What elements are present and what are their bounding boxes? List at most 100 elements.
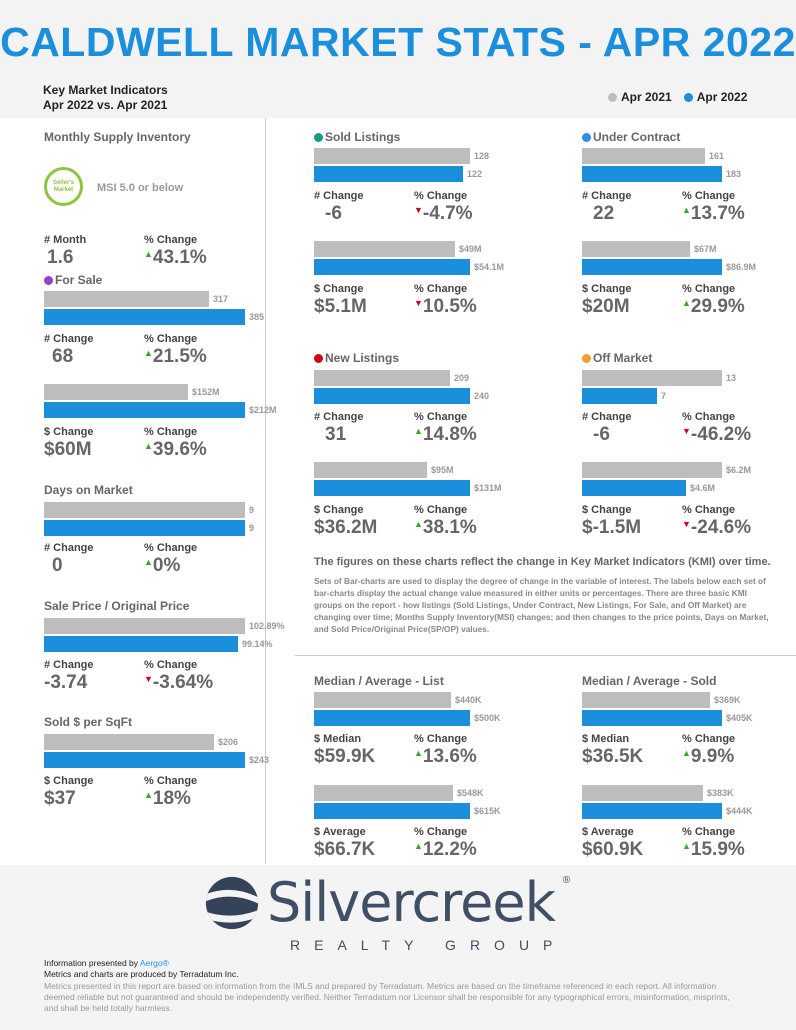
for-sale-count-pct-change: ▲ 21.5%: [144, 346, 207, 368]
sqft-change-label: $ Change: [44, 775, 94, 787]
off-count-pct-change: ▼ -46.2%: [682, 424, 751, 446]
sold-average-pct-change-value: 15.9%: [690, 839, 745, 860]
sellers-market-badge-icon: Seller's Market: [44, 167, 83, 206]
sold-dollar-pct-change: ▼ 10.5%: [414, 296, 477, 318]
section-title-sqft: Sold $ per SqFt: [44, 715, 132, 729]
aergo-link[interactable]: Aergo®: [139, 958, 169, 968]
for-sale-dollar-pct-change: ▲ 39.6%: [144, 439, 207, 461]
sold-count-pct-change-label: % Change: [414, 190, 468, 202]
section-title-label: Median / Average - List: [314, 674, 444, 688]
section-title-days: Days on Market: [44, 483, 133, 497]
list-median-bar-2021-value: $440K: [455, 695, 482, 705]
for-sale-dot-icon: [44, 275, 53, 285]
for-sale-count-pct-change-value: 21.5%: [152, 346, 207, 367]
list-average-bar-2021: [314, 785, 453, 801]
arrow-down-icon: ▼: [144, 674, 153, 684]
sold-dollar-bar-2021-value: $49M: [459, 244, 482, 254]
under-dot-icon: [582, 132, 591, 142]
off-dot-icon: [582, 353, 591, 363]
list-average-pct-change-label: % Change: [414, 826, 468, 838]
arrow-up-icon: ▲: [144, 557, 153, 567]
for-sale-count-pct-change-label: % Change: [144, 333, 198, 345]
off-dollar-bar-2022: [582, 480, 686, 496]
kmi-heading: Key Market Indicators Apr 2022 vs. Apr 2…: [43, 83, 168, 113]
sqft-pct-change-value: 18%: [152, 788, 191, 809]
sqft-bar-2022-value: $243: [249, 755, 270, 765]
off-count-bar-2021: [582, 370, 722, 386]
new-count-change-label: # Change: [314, 411, 364, 423]
arrow-up-icon: ▲: [682, 205, 691, 215]
days-bar-2022-value: 9: [249, 523, 255, 533]
sold-average-pct-change-label: % Change: [682, 826, 736, 838]
days-change-value: 0: [52, 555, 63, 576]
new-count-bar-2021: [314, 370, 450, 386]
note-body: Sets of Bar-charts are used to display t…: [314, 576, 769, 634]
list-average-pct-change-value: 12.2%: [422, 839, 477, 860]
logo-wordmark: Silvercreek: [267, 871, 556, 934]
section-title-label: For Sale: [55, 273, 103, 287]
new-dollar-bar-2022: [314, 480, 470, 496]
for-sale-count-change-label: # Change: [44, 333, 94, 345]
legend-label: Apr 2022: [696, 90, 748, 104]
for-sale-dollar-pct-change-label: % Change: [144, 426, 198, 438]
sold-dollar-change-value: $5.1M: [314, 296, 367, 317]
new-dollar-bar-2021-value: $95M: [431, 465, 454, 475]
sqft-pct-change: ▲ 18%: [144, 788, 191, 810]
under-count-change-label: # Change: [582, 190, 632, 202]
list-median-pct-change: ▲ 13.6%: [414, 746, 477, 768]
list-median-bar-2022-value: $500K: [474, 713, 501, 723]
sold-median-bar-2021: [582, 692, 710, 708]
sold-average-pct-change: ▲ 15.9%: [682, 839, 745, 861]
section-title-label: Off Market: [593, 351, 653, 365]
msi-change-value: 1.6: [47, 247, 74, 268]
days-bar-2021-value: 9: [249, 505, 255, 515]
legend: Apr 2021 Apr 2022: [608, 90, 747, 104]
under-dollar-change-value: $20M: [582, 296, 630, 317]
sqft-bar-2021: [44, 734, 214, 750]
header: [0, 0, 796, 118]
sold-dollar-pct-change-value: 10.5%: [422, 296, 477, 317]
days-pct-change-label: % Change: [144, 542, 198, 554]
note-heading: The figures on these charts reflect the …: [314, 556, 771, 568]
off-dollar-change-label: $ Change: [582, 504, 632, 516]
section-title-med-list: Median / Average - List: [314, 674, 444, 688]
section-title-label: Monthly Supply Inventory: [44, 130, 191, 144]
arrow-up-icon: ▲: [144, 441, 153, 451]
list-median-change-value: $59.9K: [314, 746, 376, 767]
list-average-bar-2021-value: $548K: [457, 788, 484, 798]
produced-by-text: Metrics and charts are produced by Terra…: [44, 969, 239, 979]
silvercreek-logo: Silvercreek ®: [205, 876, 570, 930]
sold-count-bar-2021-value: 128: [474, 151, 490, 161]
days-pct-change-value: 0%: [152, 555, 181, 576]
arrow-up-icon: ▲: [682, 298, 691, 308]
legend-label: Apr 2021: [621, 90, 672, 104]
sold-dollar-change-label: $ Change: [314, 283, 364, 295]
sold-average-bar-2022: [582, 803, 722, 819]
legend-item-2022: Apr 2022: [683, 90, 748, 104]
sold-dollar-bar-2021: [314, 241, 455, 257]
spop-change-label: # Change: [44, 659, 94, 671]
list-average-bar-2022: [314, 803, 470, 819]
sqft-bar-2021-value: $206: [218, 737, 239, 747]
list-average-change-value: $66.7K: [314, 839, 376, 860]
sqft-bar-2022: [44, 752, 245, 768]
section-title-label: Sold $ per SqFt: [44, 715, 133, 729]
explanation-note: The figures on these charts reflect the …: [314, 556, 774, 635]
for-sale-count-bar-2022: [44, 309, 245, 325]
sold-dollar-pct-change-label: % Change: [414, 283, 468, 295]
sold-average-change-label: $ Average: [582, 826, 634, 838]
logo-subtitle: REALTY GROUP: [290, 937, 567, 953]
arrow-up-icon: ▲: [682, 841, 691, 851]
section-title-med-sold: Median / Average - Sold: [582, 674, 716, 688]
arrow-up-icon: ▲: [414, 519, 423, 529]
list-median-bar-2022: [314, 710, 470, 726]
for-sale-dollar-bar-2021: [44, 384, 188, 400]
days-bar-2021: [44, 502, 245, 518]
section-title-spop: Sale Price / Original Price: [44, 599, 189, 613]
off-dollar-bar-2021: [582, 462, 722, 478]
section-title-new: New Listings: [314, 351, 399, 365]
under-count-bar-2022: [582, 166, 722, 182]
sold-median-bar-2021-value: $369K: [714, 695, 741, 705]
arrow-up-icon: ▲: [414, 748, 423, 758]
for-sale-count-change-value: 68: [52, 346, 74, 367]
